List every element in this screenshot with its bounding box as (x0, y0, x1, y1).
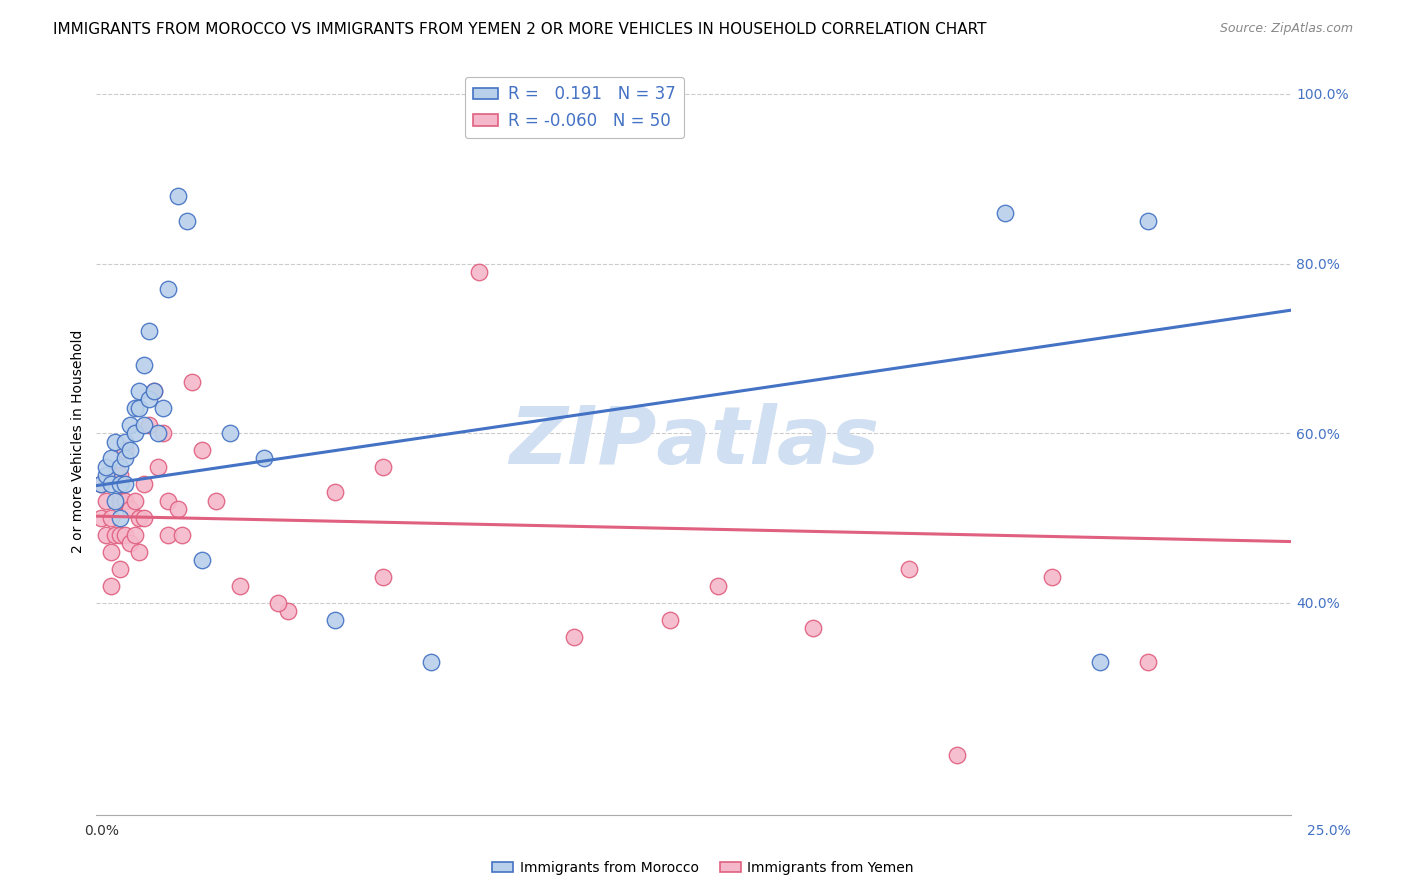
Point (993, 205, 1015, 219)
Point (110, 494, 132, 508)
Point (148, 460, 170, 475)
Point (110, 511, 132, 525)
Point (134, 358, 156, 372)
Point (1040, 570, 1063, 584)
Point (90, 477, 112, 491)
Point (562, 630, 585, 644)
Point (94, 468, 117, 483)
Point (134, 417, 156, 432)
Point (114, 528, 136, 542)
Point (138, 324, 160, 338)
Point (100, 579, 122, 593)
Point (118, 443, 141, 458)
Point (110, 477, 132, 491)
Point (100, 477, 122, 491)
Point (166, 188, 188, 202)
Point (114, 434, 136, 449)
Point (128, 384, 150, 398)
Point (90, 511, 112, 525)
Point (1088, 655, 1111, 669)
Point (190, 443, 212, 458)
Point (420, 655, 443, 669)
Point (124, 401, 146, 415)
Y-axis label: 2 or more Vehicles in Household: 2 or more Vehicles in Household (72, 330, 86, 553)
Point (138, 417, 160, 432)
Point (114, 494, 136, 508)
Point (157, 282, 180, 296)
Point (152, 401, 174, 415)
Point (118, 536, 141, 550)
Point (94, 460, 117, 475)
Text: IMMIGRANTS FROM MOROCCO VS IMMIGRANTS FROM YEMEN 2 OR MORE VEHICLES IN HOUSEHOLD: IMMIGRANTS FROM MOROCCO VS IMMIGRANTS FR… (53, 22, 987, 37)
Point (114, 451, 136, 466)
Legend: R =   0.191   N = 37, R = -0.060   N = 50: R = 0.191 N = 37, R = -0.060 N = 50 (464, 77, 685, 138)
Point (128, 401, 150, 415)
Point (253, 451, 276, 466)
Point (110, 460, 132, 475)
Point (104, 468, 127, 483)
Point (1136, 655, 1159, 669)
Point (114, 477, 136, 491)
Point (118, 502, 141, 516)
Point (142, 384, 165, 398)
Point (152, 425, 174, 440)
Point (181, 375, 204, 389)
Point (90, 477, 112, 491)
Point (157, 494, 180, 508)
Point (100, 511, 122, 525)
Point (104, 434, 127, 449)
Point (124, 528, 146, 542)
Point (128, 511, 150, 525)
Point (100, 451, 122, 466)
Point (219, 425, 242, 440)
Point (172, 528, 194, 542)
Text: 25.0%: 25.0% (1306, 824, 1351, 838)
Point (134, 477, 156, 491)
Point (325, 613, 347, 627)
Text: ZIP​atlas: ZIP​atlas (509, 402, 879, 481)
Point (468, 265, 491, 279)
Point (110, 562, 132, 576)
Point (110, 528, 132, 542)
Point (166, 502, 188, 516)
Point (104, 528, 127, 542)
Point (658, 613, 681, 627)
Point (176, 214, 198, 228)
Point (373, 460, 395, 475)
Point (124, 425, 146, 440)
Point (118, 417, 141, 432)
Point (142, 384, 165, 398)
Point (110, 468, 132, 483)
Point (897, 562, 920, 576)
Point (124, 494, 146, 508)
Point (205, 494, 228, 508)
Point (138, 392, 160, 406)
Point (267, 596, 290, 610)
Point (157, 528, 180, 542)
Point (373, 570, 395, 584)
Point (104, 494, 127, 508)
Point (945, 748, 967, 763)
Point (325, 485, 347, 500)
Point (114, 443, 136, 458)
Point (1136, 214, 1159, 228)
Point (190, 553, 212, 567)
Text: Source: ZipAtlas.com: Source: ZipAtlas.com (1219, 22, 1353, 36)
Point (94, 528, 117, 542)
Text: 0.0%: 0.0% (84, 824, 118, 838)
Point (706, 579, 728, 593)
Point (148, 425, 170, 440)
Point (229, 579, 252, 593)
Point (100, 545, 122, 559)
Legend: Immigrants from Morocco, Immigrants from Yemen: Immigrants from Morocco, Immigrants from… (486, 855, 920, 880)
Point (134, 511, 156, 525)
Point (801, 621, 824, 635)
Point (128, 545, 150, 559)
Point (94, 494, 117, 508)
Point (277, 604, 299, 618)
